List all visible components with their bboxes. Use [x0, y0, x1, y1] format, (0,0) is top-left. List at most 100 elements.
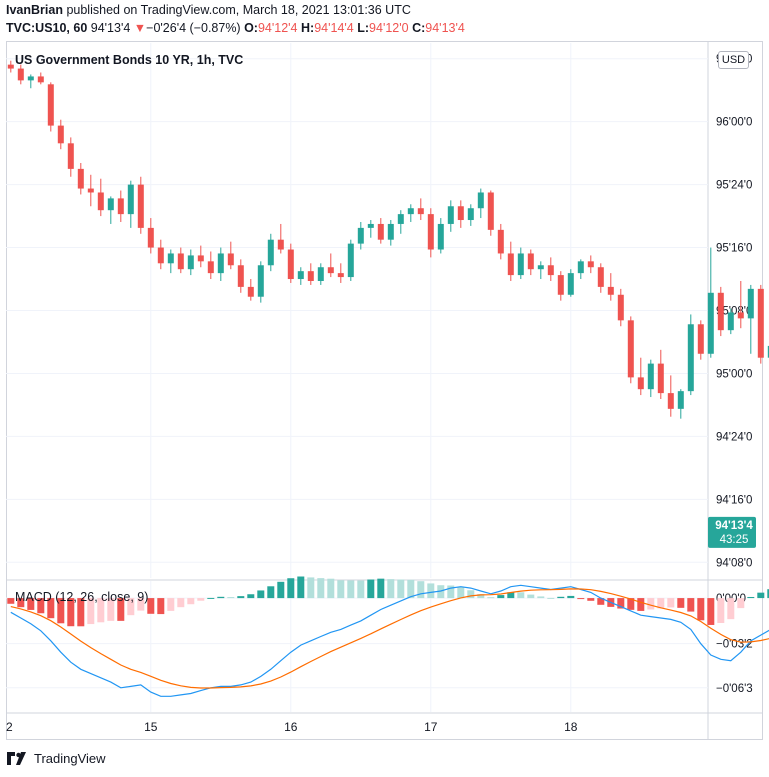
change-down-icon: ▼	[133, 21, 147, 35]
candle	[397, 210, 404, 234]
macd-histogram	[7, 576, 769, 627]
candle-body	[237, 265, 244, 287]
candle-body	[307, 271, 314, 281]
candle-body	[217, 253, 224, 274]
macd-hist-bar	[287, 578, 295, 599]
candle	[447, 200, 454, 232]
candle	[17, 64, 24, 85]
macd-hist-bar	[597, 598, 605, 605]
chart-frame	[6, 41, 763, 740]
footer-brand[interactable]: TradingView	[6, 750, 106, 766]
macd-hist-bar	[337, 580, 345, 599]
candle	[607, 273, 614, 301]
candle	[577, 259, 584, 280]
y-tick-label: 95'24'0	[716, 180, 752, 192]
tradingview-logo-icon	[7, 752, 26, 765]
candle-body	[357, 227, 364, 244]
candle-body	[767, 345, 769, 358]
macd-hist-bar	[237, 596, 245, 599]
candle	[407, 204, 414, 222]
candle	[267, 233, 274, 272]
candle-body	[497, 229, 504, 254]
macd-hist-bar	[637, 598, 645, 611]
candle-body	[727, 312, 734, 331]
macd-hist-bar	[77, 598, 85, 627]
candle	[187, 249, 194, 276]
candle	[667, 375, 674, 417]
currency-button[interactable]: USD	[718, 51, 749, 69]
candle-body	[637, 377, 644, 390]
candle	[327, 253, 334, 278]
macd-hist-bar	[297, 576, 305, 599]
open-value: 94'12'4	[257, 21, 298, 35]
last-price: 94'13'4	[90, 21, 131, 35]
author-name[interactable]: IvanBrian	[6, 3, 63, 17]
macd-hist-bar	[37, 598, 45, 614]
macd-hist-bar	[97, 598, 105, 623]
candle	[737, 280, 744, 329]
candle-body	[177, 253, 184, 270]
low-value: 94'12'0	[369, 21, 409, 35]
candle-body	[387, 223, 394, 240]
macd-hist-bar	[747, 596, 755, 599]
candle	[567, 269, 574, 297]
candle-body	[347, 243, 354, 278]
candle-body	[427, 214, 434, 250]
candle	[687, 314, 694, 396]
candle	[587, 255, 594, 274]
macd-hist-bar	[437, 585, 445, 599]
macd-hist-bar	[227, 597, 235, 599]
candle	[347, 239, 354, 281]
candle	[137, 176, 144, 234]
candle	[597, 263, 604, 293]
macd-hist-bar	[557, 596, 565, 599]
open-label: O:	[244, 21, 258, 35]
candle	[117, 190, 124, 222]
candle	[757, 284, 764, 364]
macd-hist-bar	[117, 598, 125, 621]
change-value: −0'26'4 (−0.87%)	[146, 21, 241, 35]
candle	[717, 286, 724, 337]
high-label: H:	[301, 21, 315, 35]
candle-body	[737, 312, 744, 319]
macd-hist-bar	[27, 598, 35, 610]
candle-body	[607, 286, 614, 295]
candle-body	[617, 294, 624, 321]
macd-hist-bar	[7, 598, 15, 604]
macd-hist-bar	[487, 597, 495, 599]
low-label: L:	[357, 21, 370, 35]
macd-hist-bar	[497, 595, 505, 599]
macd-line	[10, 584, 769, 697]
symbol-label: TVC:US10, 60	[6, 21, 88, 35]
candle-body	[137, 184, 144, 228]
candle-body	[87, 188, 94, 193]
candle	[507, 241, 514, 281]
chart-title: US Government Bonds 10 YR, 1h, TVC	[15, 53, 244, 67]
candle-body	[327, 267, 334, 274]
close-label: C:	[412, 21, 426, 35]
candle-body	[477, 192, 484, 209]
candle-body	[277, 239, 284, 250]
candle	[617, 288, 624, 327]
candle	[227, 241, 234, 270]
candle-body	[77, 168, 84, 189]
macd-hist-bar	[767, 589, 769, 599]
candle-body	[287, 249, 294, 280]
macd-hist-bar	[577, 598, 585, 600]
candle	[237, 259, 244, 293]
candle-body	[57, 125, 64, 144]
macd-hist-bar	[407, 579, 415, 599]
candle-body	[207, 261, 214, 274]
candle	[177, 247, 184, 274]
macd-hist-bar	[467, 590, 475, 599]
macd-hist-bar	[17, 598, 25, 608]
candle-body	[447, 206, 454, 224]
candle-body	[597, 267, 604, 287]
candle-body	[707, 292, 714, 354]
candle-body	[517, 253, 524, 276]
macd-hist-bar	[347, 580, 355, 599]
candle	[77, 162, 84, 195]
candle-body	[587, 261, 594, 268]
candle-body	[257, 265, 264, 297]
